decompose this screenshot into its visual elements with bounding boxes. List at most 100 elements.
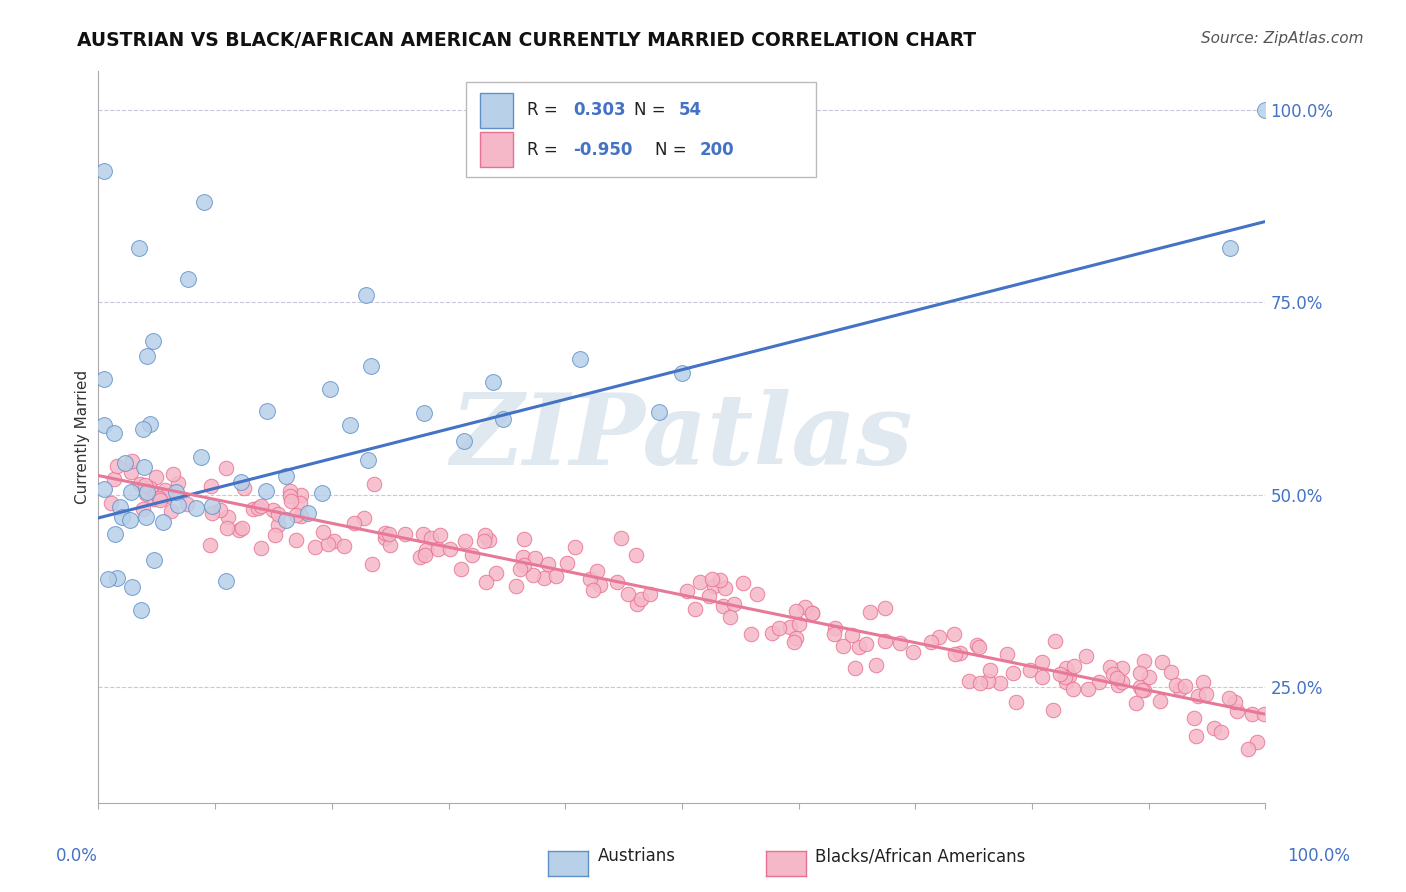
Point (505, 579, 527, 593)
Point (1133, 654, 1156, 668)
Point (841, 627, 863, 641)
Point (353, 510, 375, 524)
Point (1049, 667, 1071, 681)
Point (903, 645, 925, 659)
Point (676, 583, 699, 598)
Point (832, 639, 855, 653)
Point (943, 647, 966, 661)
Point (1054, 661, 1077, 675)
Point (568, 352, 591, 367)
Point (217, 521, 239, 535)
Point (121, 580, 143, 594)
Point (475, 575, 498, 590)
Point (718, 610, 741, 624)
Point (135, 510, 157, 524)
Point (1001, 665, 1024, 680)
Point (492, 412, 515, 426)
Point (702, 578, 724, 592)
Point (93, 372, 115, 386)
Text: 0.0%: 0.0% (56, 847, 98, 865)
Point (1225, 705, 1247, 719)
Point (1137, 670, 1160, 684)
Point (513, 558, 536, 572)
Point (247, 500, 270, 515)
Y-axis label: Currently Married: Currently Married (75, 370, 90, 504)
Point (1062, 681, 1084, 696)
Point (609, 531, 631, 545)
Text: R =: R = (527, 141, 557, 159)
Point (920, 635, 942, 649)
Point (311, 525, 333, 540)
Point (1168, 681, 1191, 696)
Point (1053, 670, 1076, 684)
Point (1237, 742, 1260, 756)
Point (484, 566, 506, 580)
Point (267, 517, 290, 532)
Point (278, 490, 301, 504)
Point (100, 496, 122, 510)
Point (304, 540, 326, 554)
Point (478, 533, 501, 548)
Point (714, 581, 737, 595)
Point (297, 506, 319, 520)
Point (374, 526, 396, 541)
Point (1174, 679, 1197, 693)
Point (1057, 668, 1080, 682)
Point (1031, 655, 1053, 669)
Point (513, 532, 536, 546)
Point (110, 500, 132, 514)
Point (1102, 666, 1125, 681)
Point (132, 459, 155, 474)
Point (537, 557, 560, 571)
Point (128, 476, 150, 491)
Point (977, 674, 1000, 689)
Point (184, 501, 207, 516)
Point (93, 483, 115, 497)
Point (134, 487, 156, 501)
Point (256, 404, 278, 418)
Point (333, 539, 356, 553)
Point (162, 467, 184, 482)
Point (201, 506, 224, 520)
Point (143, 491, 166, 506)
Point (177, 272, 200, 286)
Point (193, 195, 215, 210)
Point (360, 557, 382, 571)
Point (201, 499, 224, 513)
Point (997, 647, 1019, 661)
Point (824, 621, 846, 635)
Point (606, 574, 628, 589)
Point (120, 513, 142, 527)
Point (1202, 721, 1225, 735)
Point (394, 527, 416, 541)
Point (228, 523, 250, 537)
Point (439, 541, 461, 556)
Point (200, 538, 222, 552)
Point (1133, 682, 1156, 697)
Point (865, 657, 887, 672)
Point (97, 572, 120, 586)
Point (1160, 665, 1182, 680)
Point (787, 617, 810, 632)
Point (630, 592, 652, 607)
Text: N =: N = (634, 101, 665, 120)
Point (104, 526, 127, 541)
Point (481, 375, 503, 389)
Point (148, 491, 170, 506)
Point (855, 637, 877, 651)
Point (121, 454, 143, 468)
Point (702, 572, 724, 586)
Point (1063, 659, 1085, 673)
Point (262, 503, 284, 517)
Point (250, 500, 273, 514)
Point (143, 553, 166, 567)
Text: ZIPatlas: ZIPatlas (451, 389, 912, 485)
Bar (479, 93, 513, 128)
Point (1150, 655, 1173, 669)
Point (454, 533, 477, 548)
Point (1018, 663, 1040, 677)
Point (1129, 681, 1152, 695)
Point (339, 417, 361, 432)
Point (564, 540, 586, 554)
Point (589, 578, 612, 592)
